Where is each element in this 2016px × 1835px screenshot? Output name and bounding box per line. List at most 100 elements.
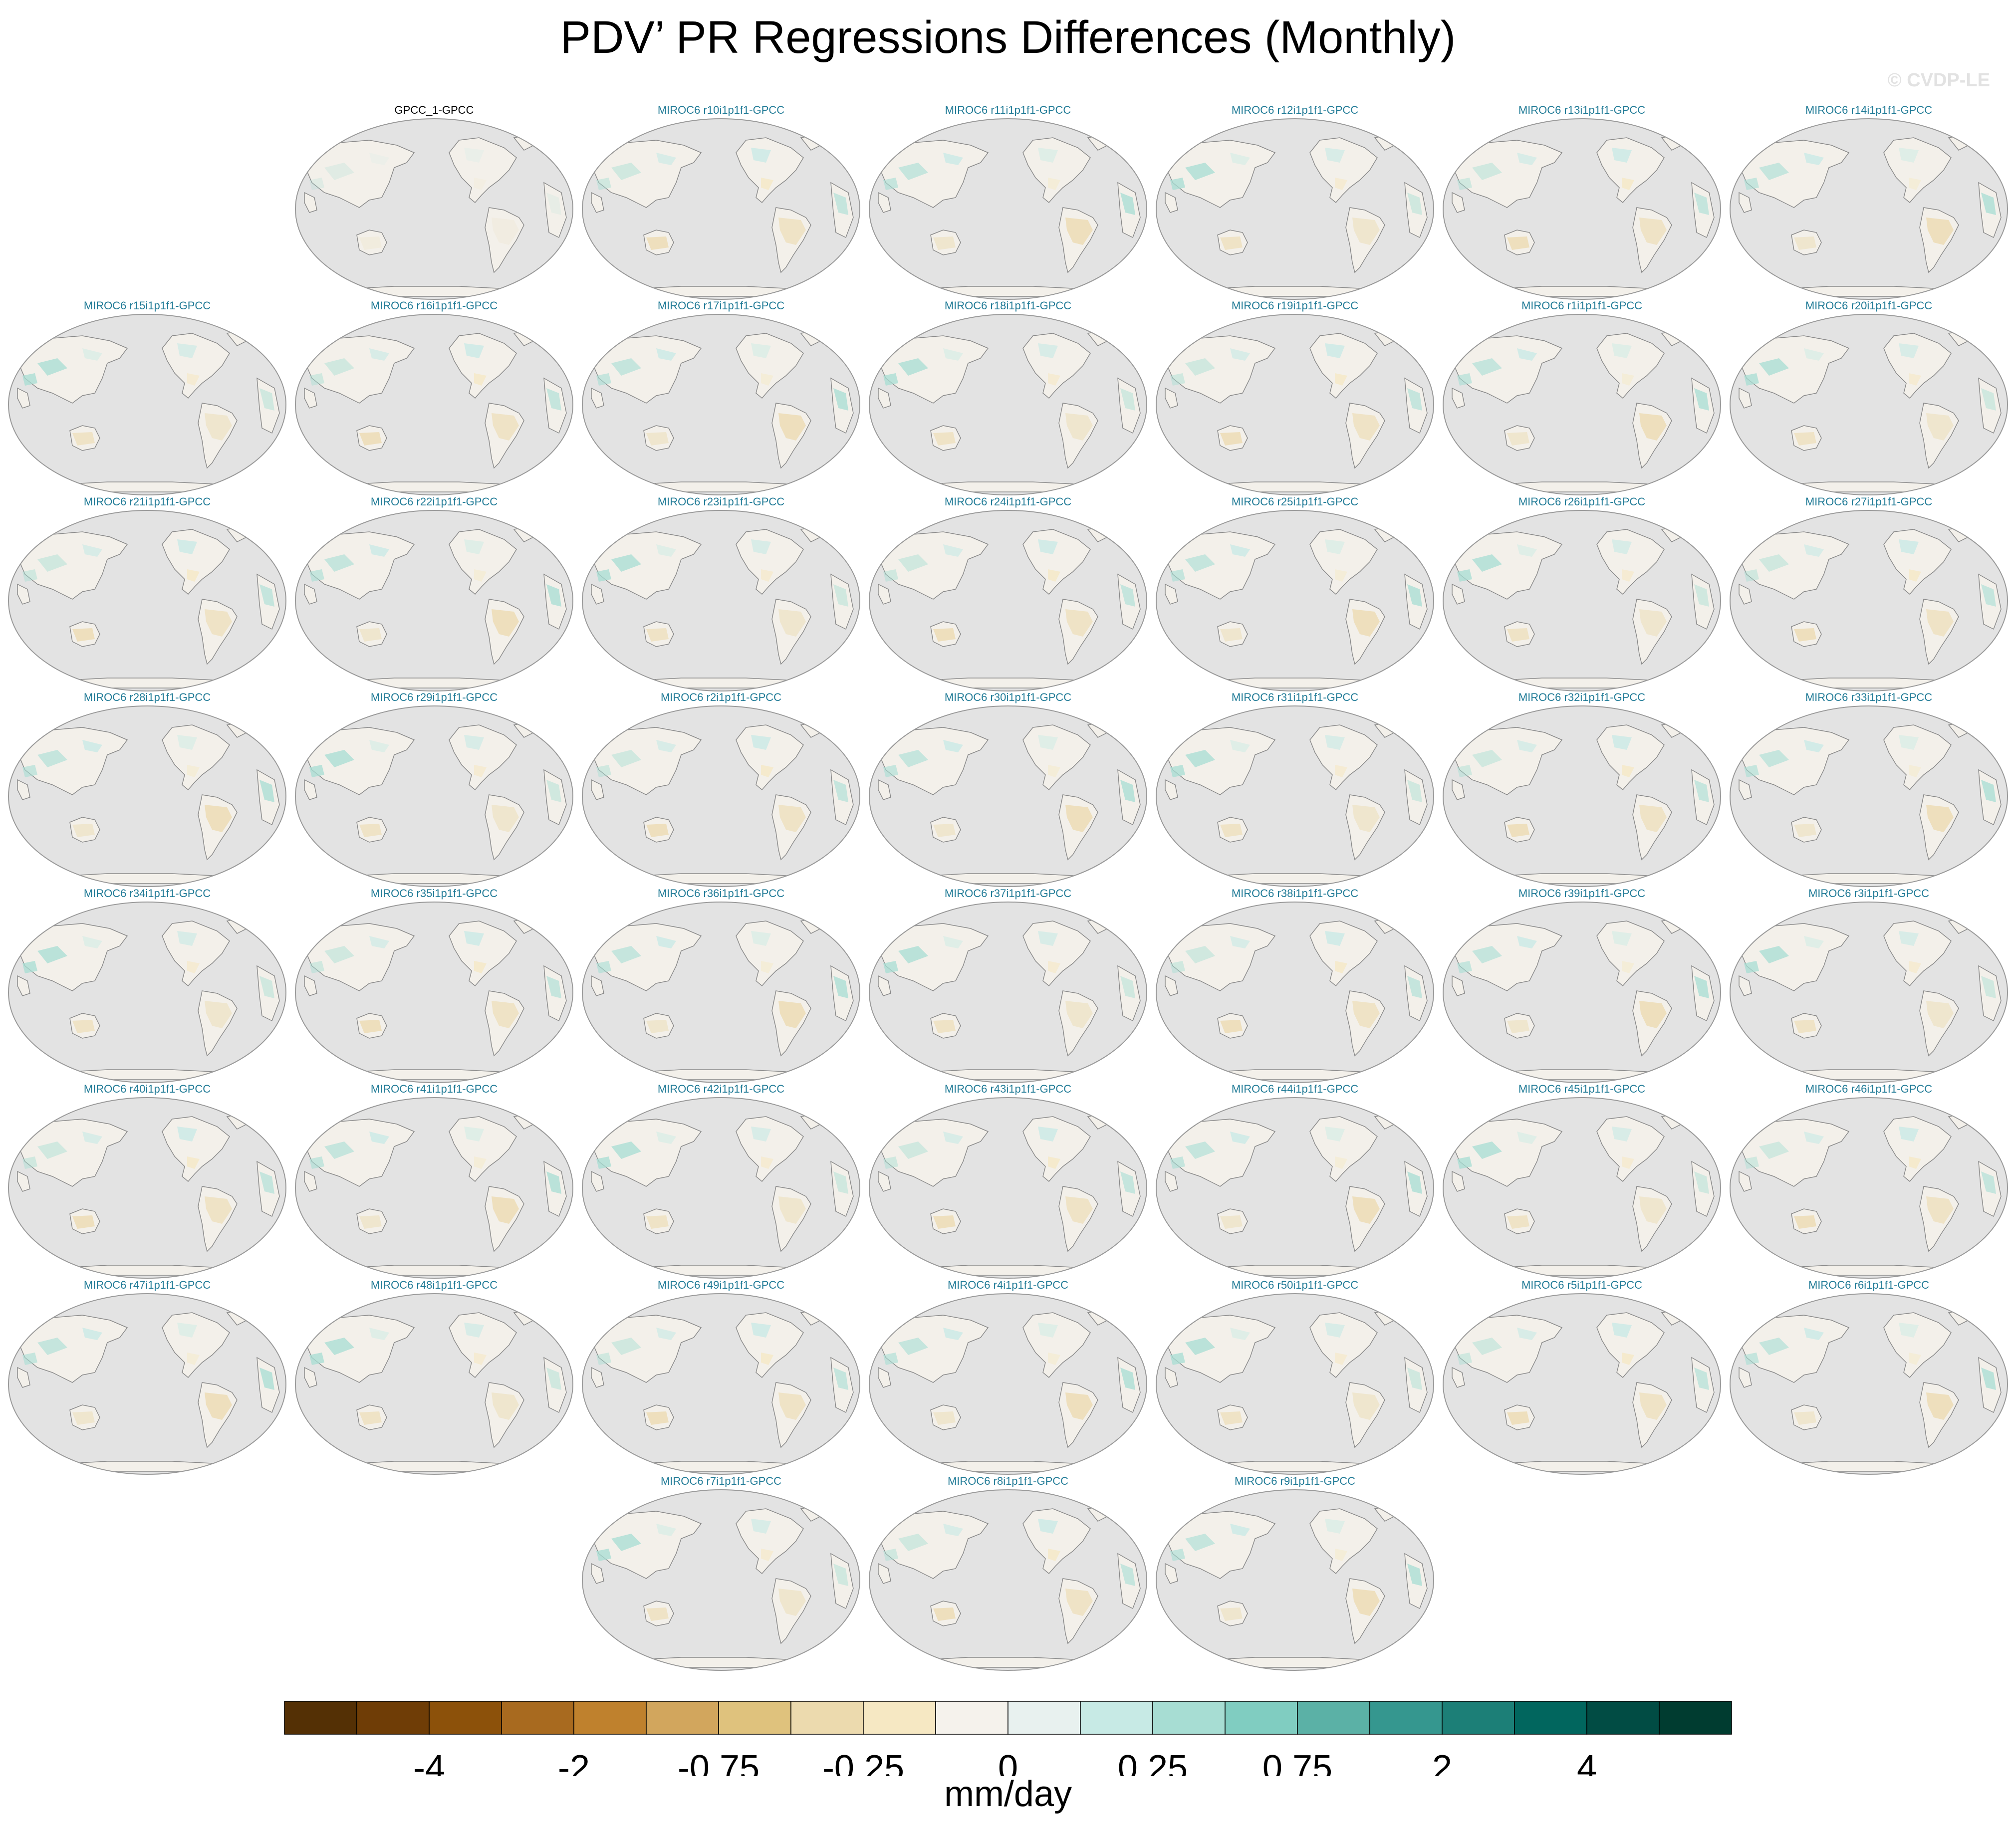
anomaly-patch (1220, 628, 1243, 642)
panel-title: MIROC6 r14i1p1f1-GPCC (1805, 104, 1933, 116)
anomaly-patch (1926, 1001, 1954, 1028)
anomaly-patch (1517, 1132, 1537, 1144)
anomaly-patch (1804, 936, 1824, 948)
map-panel: MIROC6 r21i1p1f1-GPCC (7, 495, 287, 692)
anomaly-patch (761, 961, 773, 973)
map-panel: MIROC6 r2i1p1f1-GPCC (581, 691, 861, 888)
continent-asia (1452, 1119, 1563, 1187)
anomaly-patch (1220, 1411, 1243, 1425)
map-border (1443, 705, 1721, 887)
anomaly-patch (474, 373, 487, 386)
anomaly-patch (1639, 413, 1667, 441)
anomaly-patch (1457, 569, 1472, 582)
map-panel: MIROC6 r34i1p1f1-GPCC (7, 887, 287, 1084)
anomaly-patch (474, 1156, 487, 1169)
map-panel: MIROC6 r40i1p1f1-GPCC (7, 1083, 287, 1280)
anomaly-patch (492, 805, 519, 832)
anomaly-patch (596, 961, 611, 973)
panel-title: MIROC6 r20i1p1f1-GPCC (1805, 299, 1933, 312)
anomaly-patch (1335, 569, 1347, 582)
continent-africaEdge (256, 377, 280, 434)
anomaly-patch (1899, 1127, 1919, 1142)
anomaly-patch (611, 750, 641, 767)
panel-title: MIROC6 r48i1p1f1-GPCC (370, 1279, 498, 1291)
anomaly-patch (1804, 544, 1824, 557)
anomaly-patch (1120, 1564, 1135, 1586)
anomaly-patch (369, 936, 389, 948)
colorbar-box (1659, 1701, 1732, 1735)
anomaly-patch (943, 544, 963, 557)
anomaly-patch (1220, 1215, 1243, 1229)
map-border (1156, 314, 1434, 495)
colorbar-box (284, 1701, 357, 1735)
watermark: © CVDP-LE (1887, 70, 1990, 91)
anomaly-patch (1744, 961, 1759, 973)
world-map (869, 1097, 1147, 1279)
map-border (1156, 1293, 1434, 1475)
anomaly-patch (37, 358, 67, 376)
continent-australia (1791, 817, 1822, 843)
anomaly-patch (1335, 373, 1347, 386)
anomaly-patch (259, 584, 274, 607)
anomaly-patch (883, 178, 898, 190)
anomaly-patch (1120, 584, 1135, 607)
world-map (8, 1293, 286, 1475)
anomaly-patch (1694, 1368, 1709, 1390)
anomaly-patch (1804, 153, 1824, 165)
continent-indiaEdge (1739, 1367, 1752, 1388)
map-panel: MIROC6 r22i1p1f1-GPCC (294, 495, 574, 692)
anomaly-patch (1457, 1156, 1472, 1169)
anomaly-patch (1065, 218, 1093, 245)
anomaly-patch (1926, 218, 1954, 245)
anomaly-patch (943, 936, 963, 948)
map-panel: MIROC6 r41i1p1f1-GPCC (294, 1083, 574, 1280)
anomaly-patch (1170, 961, 1185, 973)
anomaly-patch (359, 1020, 382, 1033)
world-map (582, 1489, 860, 1671)
anomaly-patch (359, 1215, 382, 1229)
anomaly-patch (1048, 569, 1060, 582)
continent-australia (930, 229, 961, 255)
anomaly-patch (1639, 1196, 1667, 1224)
anomaly-patch (324, 1142, 354, 1159)
panel-title: MIROC6 r8i1p1f1-GPCC (947, 1475, 1069, 1487)
continent-indiaEdge (878, 975, 891, 996)
anomaly-patch (933, 236, 956, 250)
anomaly-patch (82, 348, 102, 361)
continent-indiaEdge (591, 779, 604, 800)
anomaly-patch (1744, 569, 1759, 582)
continent-indiaEdge (1739, 1170, 1752, 1192)
map-border (582, 118, 860, 300)
continent-southAmerica (485, 1382, 524, 1448)
anomaly-patch (1170, 373, 1185, 386)
continent-northAmerica (449, 1116, 517, 1182)
map-panel: MIROC6 r33i1p1f1-GPCC (1729, 691, 2009, 888)
continent-southAmerica (1345, 1382, 1385, 1448)
anomaly-patch (1325, 1323, 1345, 1338)
map-panel: GPCC_1-GPCC (294, 104, 574, 301)
anomaly-patch (751, 931, 771, 946)
colorbar-tick-label: -0.75 (678, 1748, 759, 1776)
anomaly-patch (546, 976, 561, 998)
colorbar-box (1008, 1701, 1081, 1735)
anomaly-patch (546, 1368, 561, 1390)
anomaly-patch (187, 961, 200, 973)
anomaly-patch (1472, 1338, 1502, 1355)
anomaly-patch (1352, 1589, 1380, 1616)
anomaly-patch (646, 236, 669, 250)
panel-title: MIROC6 r3i1p1f1-GPCC (1808, 887, 1930, 900)
colorbar-box (1225, 1701, 1298, 1735)
anomaly-patch (898, 1142, 928, 1159)
anomaly-patch (1457, 178, 1472, 190)
anomaly-patch (656, 348, 676, 361)
world-map (582, 902, 860, 1083)
anomaly-patch (1120, 1368, 1135, 1390)
world-map (295, 1293, 573, 1475)
anomaly-patch (1038, 343, 1058, 358)
panel-title: MIROC6 r9i1p1f1-GPCC (1234, 1475, 1356, 1487)
anomaly-patch (82, 1328, 102, 1340)
continent-indiaEdge (1165, 192, 1178, 213)
world-map (8, 510, 286, 691)
map-border (1730, 1097, 2008, 1279)
anomaly-patch (1120, 388, 1135, 411)
